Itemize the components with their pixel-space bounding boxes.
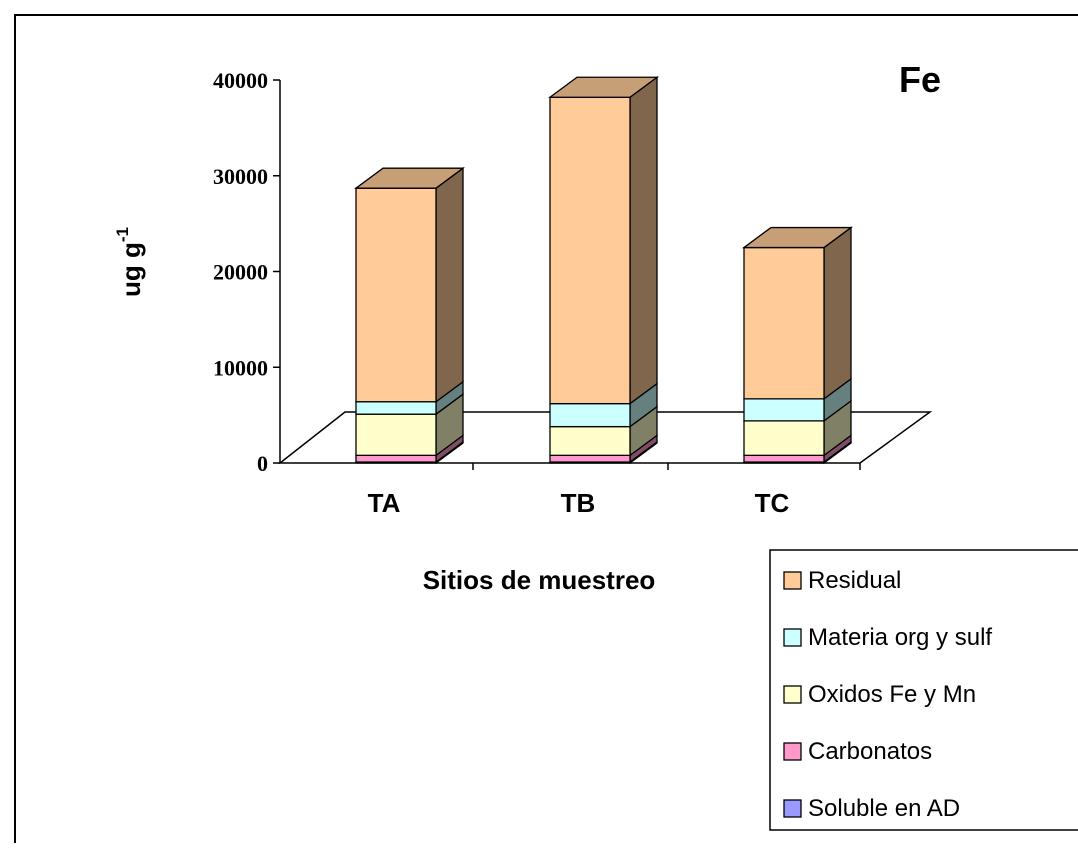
legend-swatch (783, 685, 802, 704)
legend: Residual Materia org y sulf Oxidos Fe y Mn… (769, 549, 1078, 831)
bar-segment (355, 392, 464, 457)
bar-side (823, 226, 852, 401)
bar-front (355, 413, 437, 456)
y-tick-label: 20000 (213, 260, 268, 285)
bar-segment (354, 166, 465, 404)
x-tick-label: TB (561, 488, 596, 518)
bar-segment (742, 226, 853, 401)
legend-swatch (783, 628, 802, 647)
y-axis-title: ug g-1 (113, 227, 146, 297)
bar-top (548, 76, 659, 98)
bar-front (549, 402, 631, 428)
chart-title: Fe (899, 59, 941, 100)
legend-label: Carbonatos (808, 738, 932, 765)
y-tick-label: 30000 (213, 164, 268, 189)
labels: Fe Sitios de muestreo ug g-1 TA TB TC (113, 59, 941, 595)
legend-box (769, 549, 1078, 831)
y-axis: 0 10000 20000 30000 40000 (213, 68, 281, 476)
bar-front (549, 425, 631, 456)
legend-swatch (783, 571, 802, 590)
bar-front (355, 454, 437, 463)
bars (354, 75, 853, 465)
bar-front (743, 454, 825, 463)
y-tick-label: 40000 (213, 68, 268, 93)
bar-top (742, 226, 853, 249)
bar-front (355, 187, 437, 403)
legend-label: Oxidos Fe y Mn (808, 681, 976, 708)
y-tick-label: 0 (257, 451, 268, 476)
legend-swatch (783, 799, 802, 818)
bar-front (743, 420, 825, 456)
legend-swatch (783, 742, 802, 761)
y-axis-title-text: ug g (116, 242, 146, 297)
bar-side (629, 75, 658, 405)
bar-front (743, 398, 825, 422)
legend-label: Residual (808, 567, 901, 594)
bar-front (355, 401, 437, 415)
bar-front (549, 454, 631, 463)
legend-label: Materia org y sulf (808, 624, 992, 651)
y-axis-title-superscript: -1 (113, 227, 132, 242)
x-tick-label: TA (368, 488, 401, 518)
x-tick-label: TC (755, 488, 790, 518)
x-axis-title: Sitios de muestreo (423, 565, 656, 595)
bar-segment (743, 399, 852, 457)
bar-segment (548, 75, 659, 405)
bar-segment (549, 405, 658, 457)
legend-label: Soluble en AD (808, 795, 960, 822)
y-tick-label: 10000 (213, 355, 268, 380)
bar-segment (549, 382, 658, 428)
bar-top (354, 167, 465, 189)
bar-side (435, 166, 464, 404)
bar-front (549, 96, 631, 405)
bar-front (743, 246, 825, 400)
